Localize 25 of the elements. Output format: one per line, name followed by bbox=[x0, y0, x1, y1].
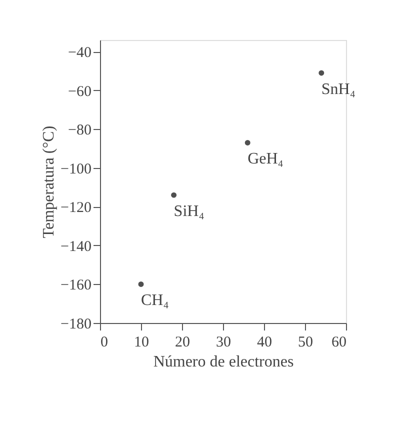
annotation: GeH₄ bbox=[248, 150, 284, 168]
y-tick-label: −160 bbox=[60, 278, 92, 294]
x-tick-label: 40 bbox=[257, 334, 272, 350]
y-tick-label: −80 bbox=[68, 122, 92, 139]
y-tick-label: −40 bbox=[68, 45, 92, 62]
point bbox=[318, 70, 324, 76]
x-axis-title: Número de electrones bbox=[153, 354, 294, 370]
x-tick-label: 60 bbox=[332, 334, 346, 350]
x-tick-label: 20 bbox=[175, 334, 190, 350]
y-tick-label: −120 bbox=[60, 200, 92, 216]
point bbox=[138, 282, 144, 287]
x-tick-label: 0 bbox=[100, 334, 108, 350]
point bbox=[244, 140, 250, 146]
y-tick-label: −180 bbox=[60, 316, 92, 332]
y-tick-label: −100 bbox=[60, 161, 92, 178]
x-tick-label: 10 bbox=[134, 334, 149, 350]
y-tick-label: −140 bbox=[60, 238, 92, 255]
annotation: SiH₄ bbox=[174, 203, 205, 220]
annotation: CH₄ bbox=[141, 292, 170, 310]
annotation: SnH₄ bbox=[321, 80, 356, 98]
x-tick-label: 50 bbox=[298, 334, 313, 350]
point bbox=[171, 192, 177, 198]
x-tick-label: 30 bbox=[216, 334, 231, 350]
y-tick-label: −60 bbox=[68, 84, 92, 100]
y-axis-title: Temperatura (°C) bbox=[40, 126, 58, 238]
